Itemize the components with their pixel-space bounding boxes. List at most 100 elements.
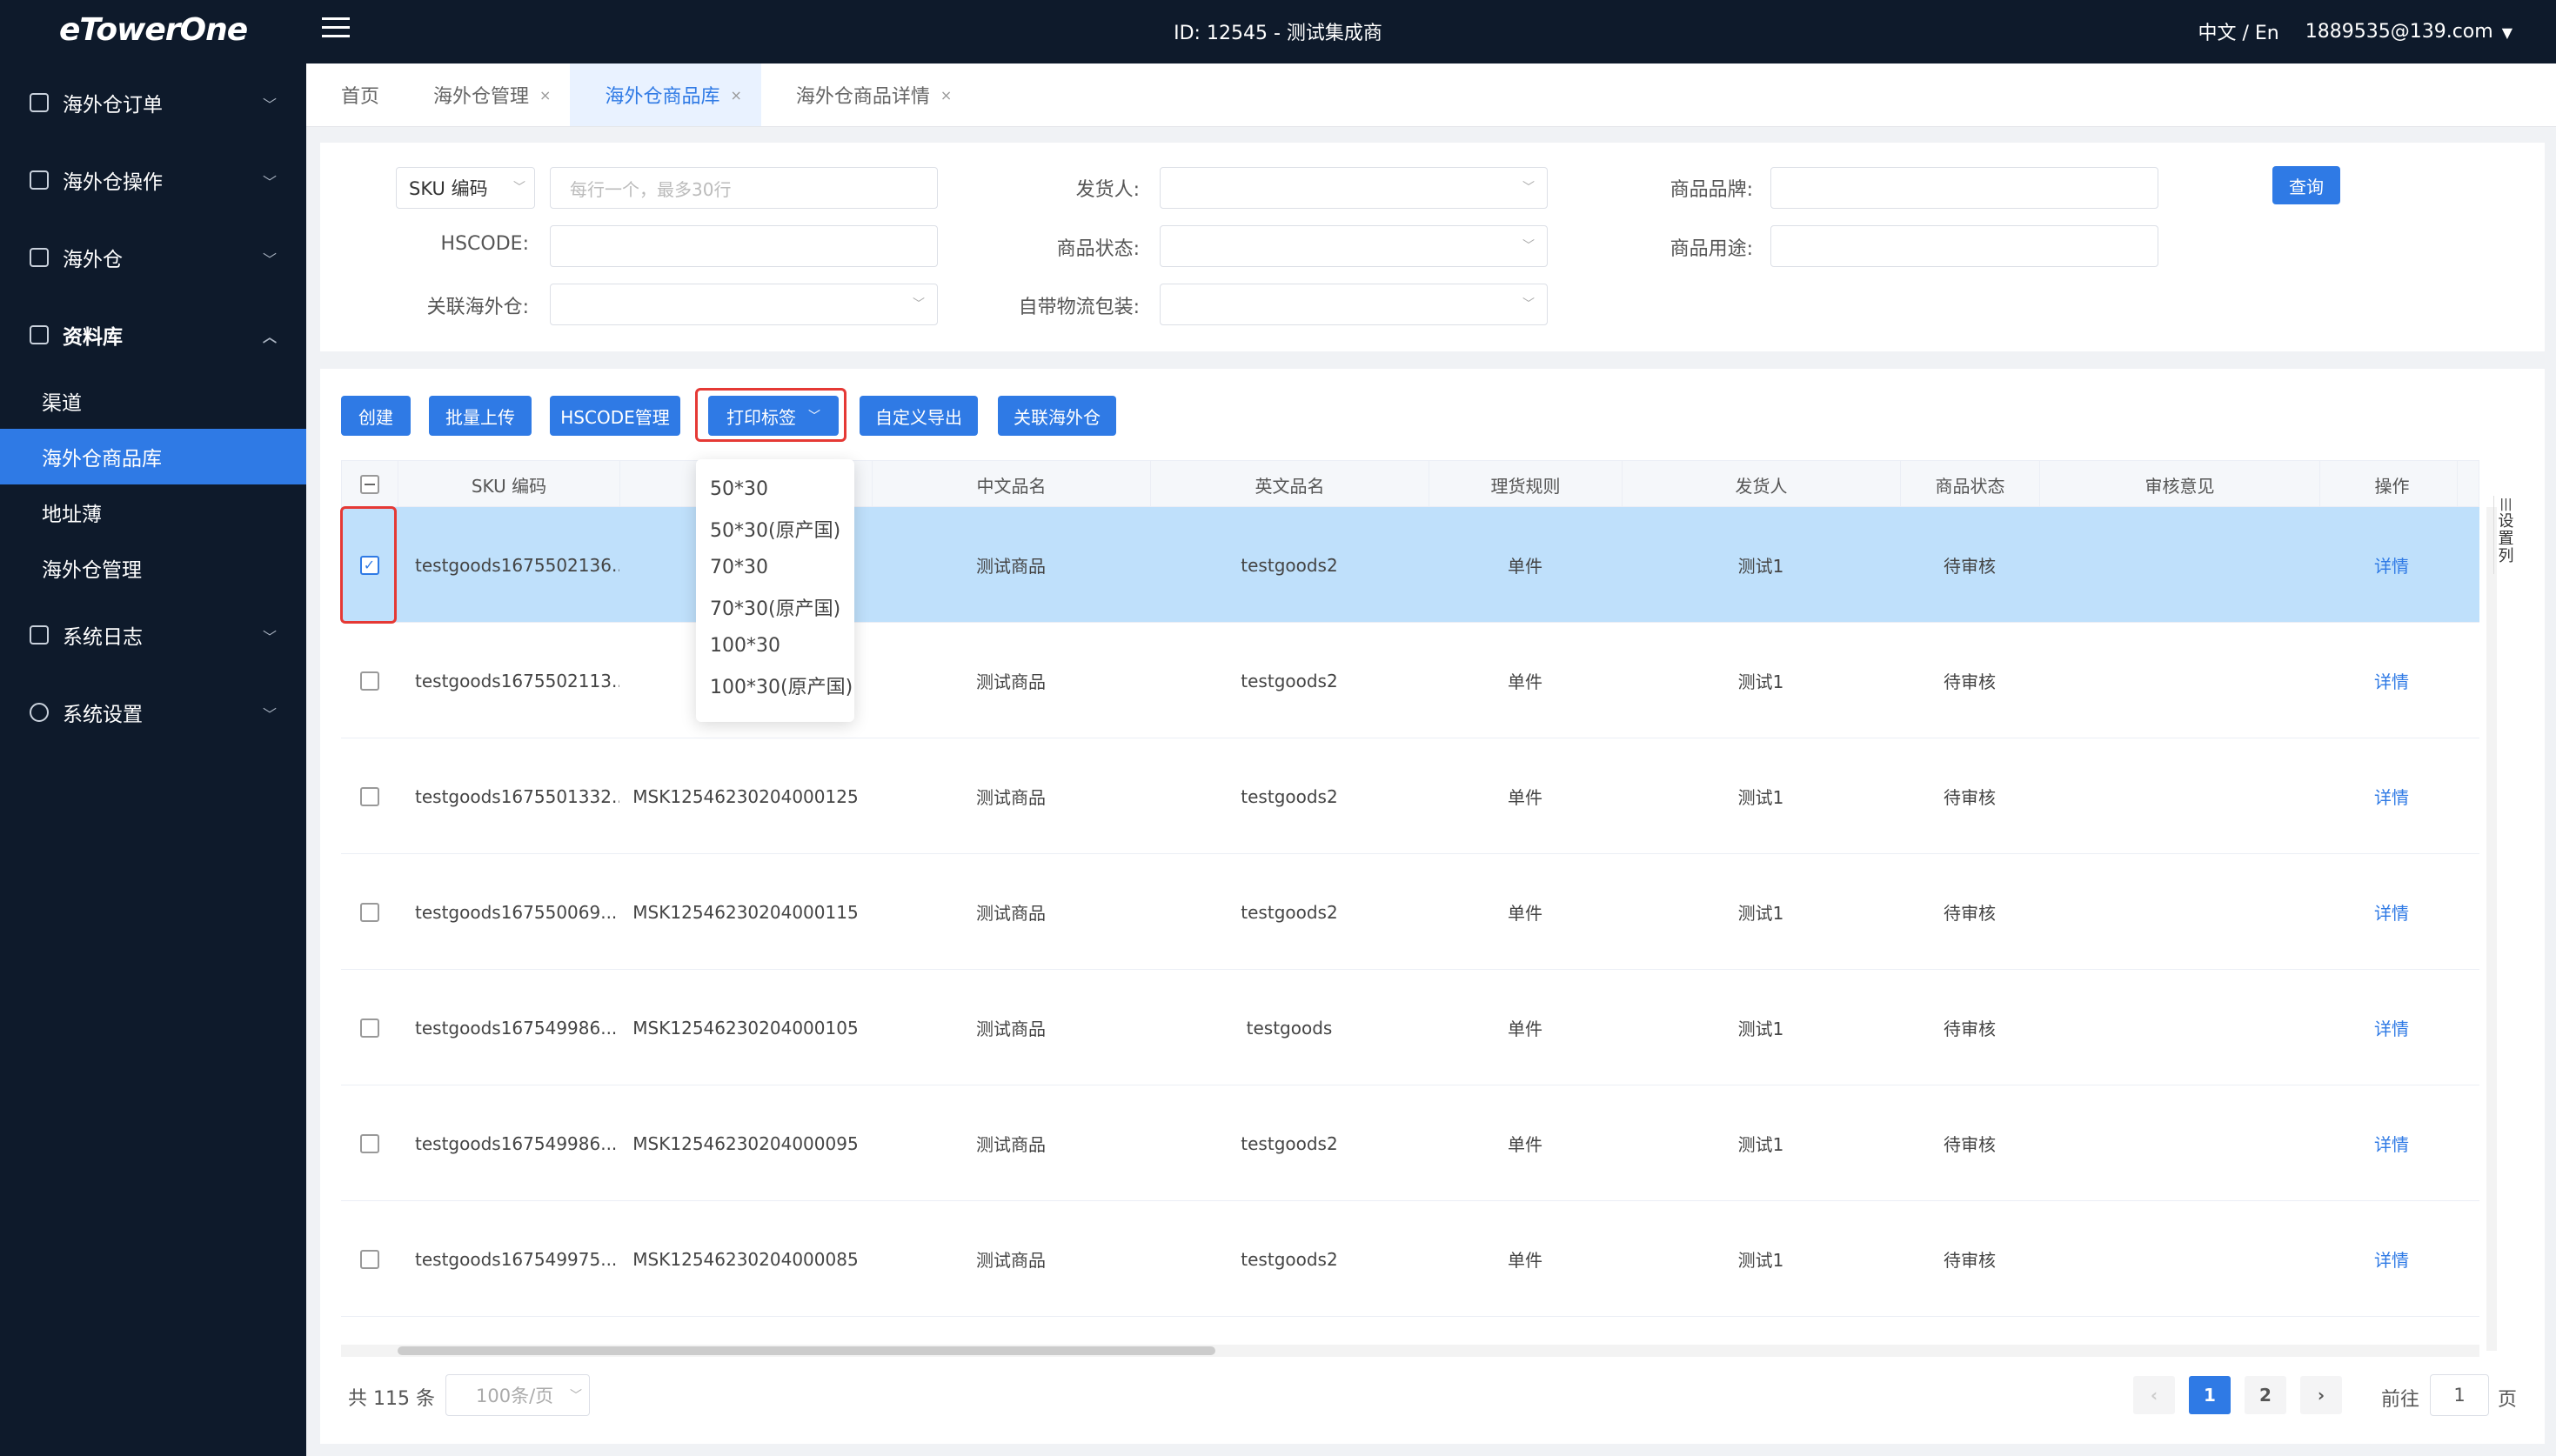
chevron-down-icon: ﹀ — [262, 629, 277, 645]
tab-label: 海外仓商品库 — [605, 86, 720, 108]
cell-status: 待审核 — [1944, 1019, 1996, 1039]
custom-export-button[interactable]: 自定义导出 — [860, 396, 978, 436]
close-icon[interactable]: × — [940, 86, 953, 104]
cell-review — [2039, 738, 2319, 854]
cell-code: MSK12546230204000115 — [632, 901, 859, 923]
cell-status: 待审核 — [1944, 903, 1996, 924]
sidebar-item-overseas-ops[interactable]: 海外仓操作 ﹀ — [0, 141, 306, 218]
sidebar-item-label: 系统设置 — [63, 703, 143, 726]
sku-input[interactable]: 每行一个，最多30行 — [550, 167, 938, 209]
table-row[interactable]: testgoods167550069... MSK1254623020400011… — [341, 854, 2479, 970]
row-checkbox[interactable] — [359, 786, 379, 806]
brand-input[interactable] — [1770, 167, 2158, 209]
vertical-scrollbar[interactable] — [2486, 507, 2497, 1351]
print-option-100x30[interactable]: 100*30 — [710, 635, 780, 657]
row-select-cell[interactable] — [341, 854, 398, 970]
cell-action[interactable]: 详情 — [2374, 556, 2409, 577]
page-1-button[interactable]: 1 — [2189, 1376, 2231, 1414]
row-checkbox[interactable] — [359, 1249, 379, 1269]
prev-page-button[interactable]: ‹ — [2133, 1376, 2175, 1414]
user-menu[interactable]: 1889535@139.com ▼ — [2305, 21, 2513, 43]
cell-status: 待审核 — [1944, 1250, 1996, 1271]
sidebar-subitem-channel[interactable]: 渠道 — [42, 392, 82, 415]
tab-home[interactable]: 首页 — [306, 63, 398, 126]
tab-product-library[interactable]: 海外仓商品库 × — [570, 63, 761, 126]
cell-action[interactable]: 详情 — [2374, 1250, 2409, 1271]
link-warehouse-button[interactable]: 关联海外仓 — [998, 396, 1116, 436]
cell-cn: 测试商品 — [976, 1134, 1046, 1155]
cell-en: testgoods2 — [1241, 1248, 1338, 1270]
sidebar-subitem-address-book[interactable]: 地址薄 — [42, 504, 102, 526]
row-select-cell[interactable] — [341, 1085, 398, 1201]
menu-toggle-icon[interactable] — [322, 17, 350, 42]
row-select-cell[interactable] — [341, 970, 398, 1085]
sidebar-item-system-log[interactable]: 系统日志 ﹀ — [0, 596, 306, 673]
row-checkbox[interactable] — [359, 671, 379, 691]
close-icon[interactable]: × — [539, 86, 552, 104]
row-select-cell[interactable]: ✓ — [341, 507, 398, 623]
row-select-cell[interactable] — [341, 738, 398, 854]
sidebar-item-system-settings[interactable]: 系统设置 ﹀ — [0, 673, 306, 751]
usage-input[interactable] — [1770, 225, 2158, 267]
print-option-70x30[interactable]: 70*30 — [710, 557, 768, 578]
next-page-button[interactable]: › — [2300, 1376, 2342, 1414]
logo[interactable]: eTowerOne — [59, 12, 248, 48]
row-checkbox[interactable] — [359, 902, 379, 922]
horizontal-scrollbar[interactable] — [341, 1345, 2479, 1357]
row-checkbox[interactable] — [359, 1018, 379, 1038]
sidebar-subitem-warehouse-manage[interactable]: 海外仓管理 — [42, 559, 142, 582]
cell-action[interactable]: 详情 — [2374, 1019, 2409, 1039]
table-row[interactable]: testgoods167549986... MSK1254623020400009… — [341, 1085, 2479, 1201]
sku-field-select[interactable]: SKU 编码 ﹀ — [396, 167, 535, 209]
select-all-checkbox[interactable] — [360, 475, 379, 494]
cell-cn: 测试商品 — [976, 556, 1046, 577]
table-row[interactable]: testgoods1675502113...MSK12测试商品testgoods… — [341, 623, 2479, 738]
hscode-manage-button[interactable]: HSCODE管理 — [550, 396, 680, 436]
select-all-cell[interactable] — [342, 461, 398, 508]
print-option-50x30[interactable]: 50*30 — [710, 478, 768, 500]
cell-action[interactable]: 详情 — [2374, 1134, 2409, 1155]
chevron-down-icon: ﹀ — [262, 97, 277, 113]
hscode-input[interactable] — [550, 225, 938, 267]
page-2-button[interactable]: 2 — [2245, 1376, 2286, 1414]
warehouse-select[interactable]: ﹀ — [550, 284, 938, 325]
print-option-70x30-origin[interactable]: 70*30(原产国) — [710, 598, 841, 620]
page-size-select[interactable]: 100条/页 ﹀ — [445, 1374, 590, 1416]
sidebar-item-overseas-orders[interactable]: 海外仓订单 ﹀ — [0, 63, 306, 141]
row-select-cell[interactable] — [341, 623, 398, 738]
language-switch[interactable]: 中文 / En — [2198, 23, 2279, 44]
column-settings-button[interactable]: ||| 设 置 列 — [2493, 496, 2518, 574]
row-checkbox[interactable] — [359, 1133, 379, 1153]
row-select-cell[interactable] — [341, 1201, 398, 1317]
status-select[interactable]: ﹀ — [1160, 225, 1548, 267]
row-checkbox[interactable]: ✓ — [359, 555, 379, 575]
cell-sku: testgoods1675502113... — [415, 670, 619, 691]
table-row[interactable]: testgoods1675501332... MSK125462302040001… — [341, 738, 2479, 854]
sidebar-item-label: 海外仓订单 — [63, 93, 163, 117]
table-row[interactable]: testgoods167549986... MSK1254623020400010… — [341, 970, 2479, 1085]
query-button[interactable]: 查询 — [2272, 166, 2340, 204]
batch-upload-button[interactable]: 批量上传 — [429, 396, 532, 436]
print-option-50x30-origin[interactable]: 50*30(原产国) — [710, 519, 841, 542]
tab-warehouse-manage[interactable]: 海外仓管理 × — [398, 63, 570, 126]
close-icon[interactable]: × — [730, 86, 742, 104]
print-label-button[interactable]: 打印标签 ﹀ — [708, 396, 839, 436]
tab-product-detail[interactable]: 海外仓商品详情 × — [761, 63, 971, 126]
table-row[interactable]: testgoods167549975... MSK1254623020400008… — [341, 1201, 2479, 1317]
print-option-100x30-origin[interactable]: 100*30(原产国) — [710, 676, 853, 698]
scrollbar-thumb[interactable] — [398, 1346, 1215, 1355]
cell-action[interactable]: 详情 — [2374, 903, 2409, 924]
sidebar-item-overseas-warehouse[interactable]: 海外仓 ﹀ — [0, 218, 306, 296]
cell-action[interactable]: 详情 — [2374, 671, 2409, 692]
packaging-select[interactable]: ﹀ — [1160, 284, 1548, 325]
sidebar-item-database[interactable]: 资料库 ︿ — [0, 296, 306, 373]
shipper-select[interactable]: ﹀ — [1160, 167, 1548, 209]
create-button[interactable]: 创建 — [341, 396, 411, 436]
table-row[interactable]: ✓testgoods1675502136...MSK12测试商品testgood… — [341, 507, 2479, 623]
cell-en: testgoods2 — [1241, 1132, 1338, 1154]
sidebar-subitem-product-library[interactable]: 海外仓商品库 — [0, 429, 306, 484]
cell-action[interactable]: 详情 — [2374, 787, 2409, 808]
cell-review — [2039, 623, 2319, 738]
goto-page-input[interactable]: 1 — [2430, 1374, 2489, 1416]
cell-review — [2039, 970, 2319, 1085]
